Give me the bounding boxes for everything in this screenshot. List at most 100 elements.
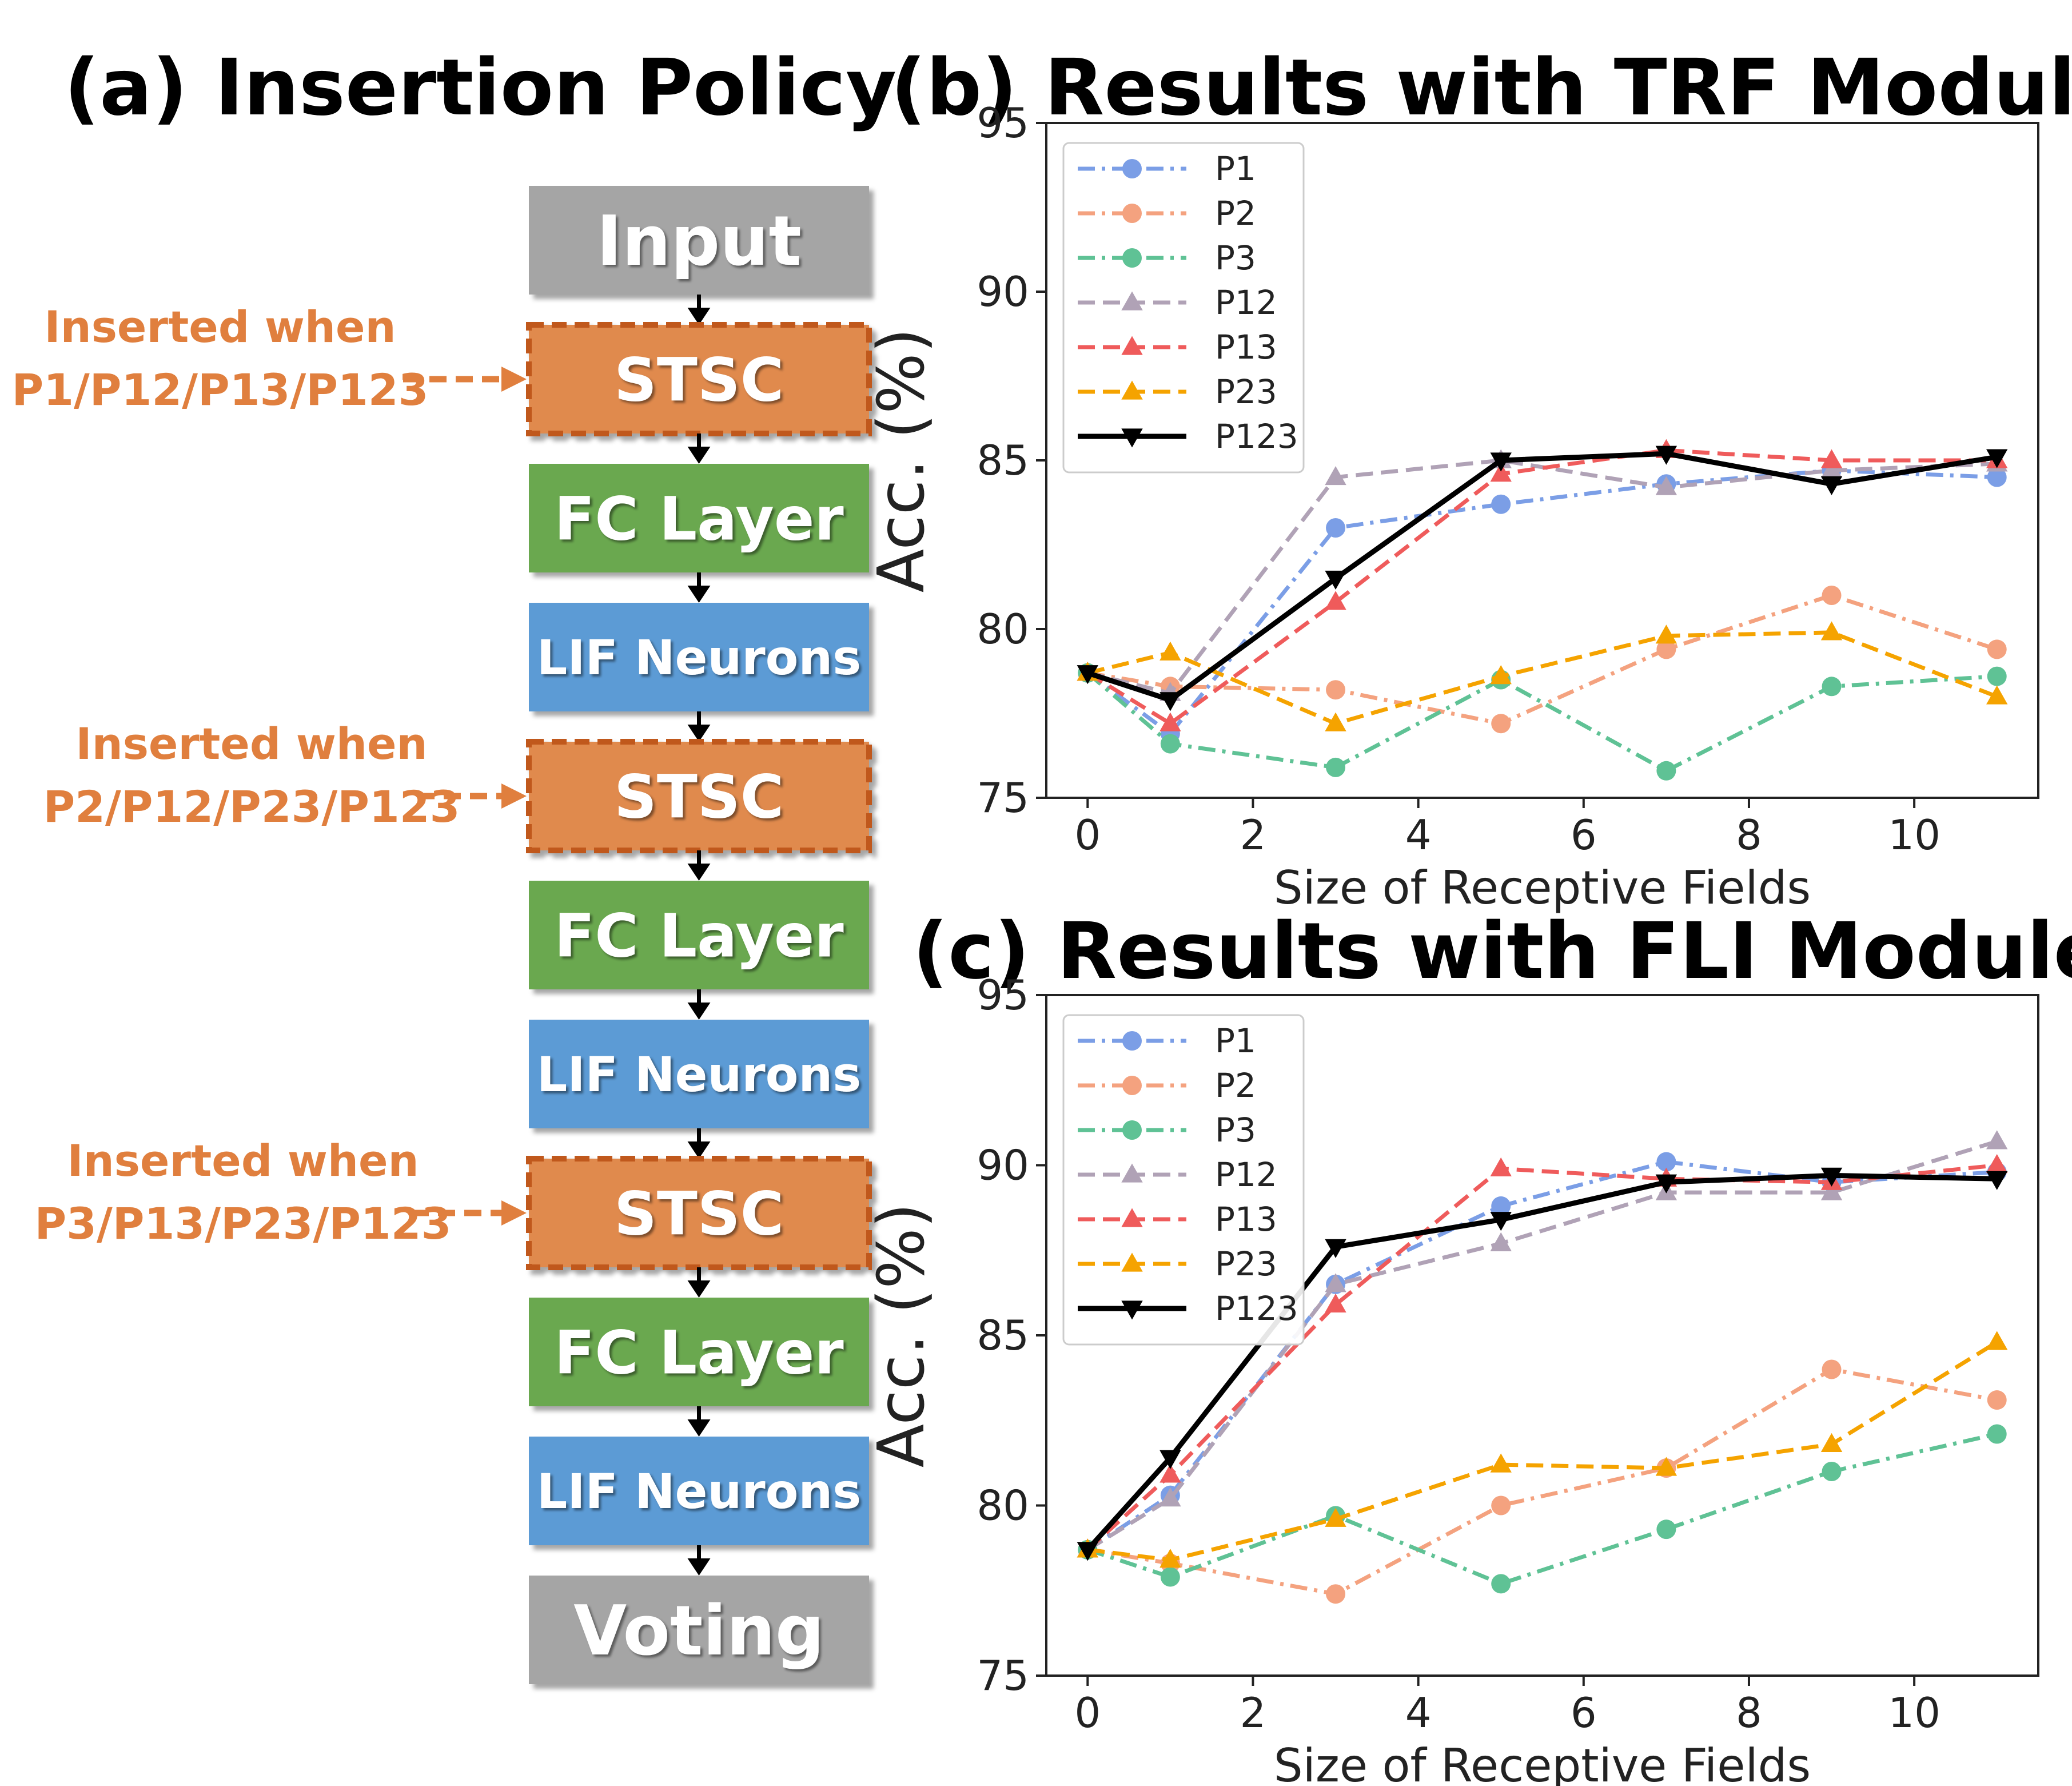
y-tick-label: 85 xyxy=(977,1311,1029,1359)
data-point xyxy=(1325,1273,1346,1292)
legend-label: P3 xyxy=(1215,1111,1256,1149)
flow-block-label: STSC xyxy=(614,345,784,415)
data-point xyxy=(1491,1574,1511,1594)
flow-block-label: FC Layer xyxy=(554,901,843,970)
data-point xyxy=(1656,761,1676,781)
flow-block-lif-neurons xyxy=(529,603,869,711)
insertion-arrowhead xyxy=(501,367,527,392)
flow-block-label: FC Layer xyxy=(554,1318,843,1387)
legend-label: P1 xyxy=(1215,149,1256,188)
legend-label: P13 xyxy=(1215,1200,1277,1239)
chart-trf: 0 2 4 6 8 10 75 80 85 90 95 Size of Receptive Field… xyxy=(864,99,2039,914)
x-tick-label: 0 xyxy=(1074,811,1101,859)
data-point xyxy=(1159,692,1181,711)
flow-arrowhead xyxy=(687,1280,711,1298)
data-point xyxy=(1490,452,1512,472)
data-point xyxy=(1490,1453,1512,1473)
data-point xyxy=(1986,1130,2008,1149)
data-point xyxy=(1490,665,1512,685)
flow-block-label: FC Layer xyxy=(554,484,843,554)
data-point xyxy=(1325,1293,1346,1313)
data-point xyxy=(1820,459,1843,479)
data-point xyxy=(1160,734,1180,754)
data-point xyxy=(1159,1487,1181,1507)
data-point xyxy=(1122,248,1142,268)
panel-c-title: (c) Results with FLI Module xyxy=(913,906,2072,997)
data-point xyxy=(1122,1031,1142,1051)
data-point xyxy=(1077,665,1098,685)
data-point xyxy=(1325,591,1346,610)
data-point xyxy=(1326,1584,1346,1604)
y-axis-label: Acc. (%) xyxy=(864,1203,939,1468)
x-axis-label: Size of Receptive Fields xyxy=(1274,1739,1811,1786)
flow-block-fc-layer xyxy=(529,881,869,989)
data-point xyxy=(1159,1450,1181,1469)
data-point xyxy=(1121,428,1143,448)
data-point xyxy=(1655,624,1677,644)
data-point xyxy=(1656,1520,1676,1540)
data-point xyxy=(1987,639,2007,659)
y-tick-label: 75 xyxy=(977,774,1029,822)
plot-area xyxy=(1077,1130,2008,1604)
flow-block-label: LIF Neurons xyxy=(537,1463,861,1520)
flow-block-label: Input xyxy=(596,202,802,281)
x-tick-label: 2 xyxy=(1240,811,1266,859)
data-point xyxy=(1987,1424,2007,1444)
legend-label: P2 xyxy=(1215,1066,1256,1105)
data-point xyxy=(1656,639,1676,659)
data-point xyxy=(1986,685,2008,705)
series-line xyxy=(1086,468,1997,736)
data-point xyxy=(1121,1252,1143,1272)
legend-box xyxy=(1062,1014,1305,1346)
data-point xyxy=(1077,1542,1098,1561)
data-point xyxy=(1987,1390,2007,1410)
axes-frame xyxy=(1045,994,2039,1677)
data-point xyxy=(1122,204,1142,223)
x-tick-label: 4 xyxy=(1405,1689,1432,1737)
data-point xyxy=(1159,1463,1181,1483)
data-point xyxy=(1325,1239,1346,1258)
data-point xyxy=(1325,712,1346,731)
series-p123 xyxy=(1077,445,2008,711)
legend-label: P12 xyxy=(1215,283,1277,322)
insertion-note-line1: Inserted when xyxy=(75,718,427,769)
data-point xyxy=(1656,1152,1676,1172)
flow-block-lif-neurons xyxy=(529,1020,869,1128)
flow-arrowhead xyxy=(687,308,711,325)
data-point xyxy=(1490,463,1512,482)
data-point xyxy=(1820,1167,1843,1187)
data-point xyxy=(1655,1457,1677,1476)
series-p3 xyxy=(1078,663,2007,781)
flow-block-label: STSC xyxy=(614,1179,784,1248)
data-point xyxy=(1122,1076,1142,1095)
data-point xyxy=(1490,1232,1512,1251)
flow-block-stsc xyxy=(526,322,872,436)
legend-label: P23 xyxy=(1215,1244,1277,1283)
insertion-policy-diagram: Input STSC Inserted when P1/P12/P13/P123 FC … xyxy=(11,186,872,1684)
x-tick-label: 4 xyxy=(1405,811,1432,859)
data-point xyxy=(1986,449,2008,468)
insertion-note-line1: Inserted when xyxy=(44,301,396,352)
data-point xyxy=(1121,1300,1143,1320)
y-tick-label: 90 xyxy=(977,1141,1029,1190)
data-point xyxy=(1820,621,1843,641)
series-p23 xyxy=(1077,621,2008,731)
data-point xyxy=(1121,291,1143,311)
insertion-arrowhead xyxy=(501,1200,527,1226)
legend-label: P1 xyxy=(1215,1021,1256,1060)
legend-label: P2 xyxy=(1215,194,1256,233)
data-point xyxy=(1122,159,1142,178)
data-point xyxy=(1986,1153,2008,1174)
flow-block-label: STSC xyxy=(614,762,784,832)
series-line xyxy=(1087,1367,1998,1596)
data-point xyxy=(1159,1549,1181,1568)
insertion-arrowhead xyxy=(501,783,527,809)
insertion-note-line2: P1/P12/P13/P123 xyxy=(11,364,428,415)
legend-label: P12 xyxy=(1215,1155,1277,1194)
series-p2 xyxy=(1078,586,2007,734)
data-point xyxy=(1655,445,1677,465)
y-tick-label: 80 xyxy=(977,1482,1029,1530)
series-p1 xyxy=(1078,460,2007,743)
data-point xyxy=(1122,1120,1142,1140)
panel-a-title: (a) Insertion Policy xyxy=(64,43,896,133)
